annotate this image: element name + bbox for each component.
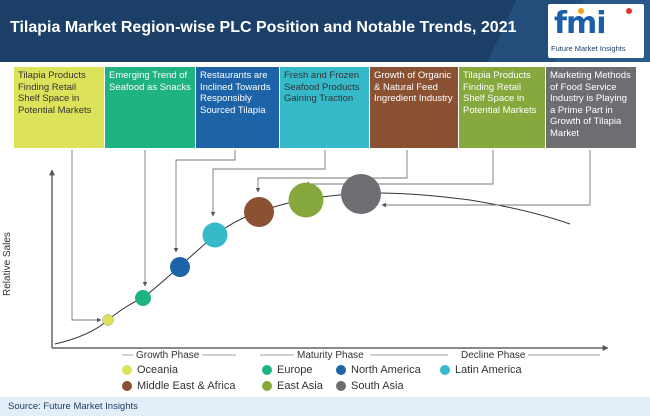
legend-swatch: [336, 381, 346, 391]
phase-growth: Growth Phase: [133, 350, 203, 361]
legend-swatch: [440, 365, 450, 375]
footer-bar: Source: Future Market Insights: [0, 397, 650, 416]
legend-swatch: [122, 381, 132, 391]
legend-item-north-america: North America: [336, 364, 421, 376]
legend-swatch: [122, 365, 132, 375]
trend-box-oceania: Tilapia Products Finding Retail Shelf Sp…: [14, 67, 104, 148]
logo-subtitle: Future Market Insights: [551, 44, 626, 53]
legend-swatch: [262, 365, 272, 375]
legend-item-middle-east-africa: Middle East & Africa: [122, 380, 235, 392]
trend-box-europe: Emerging Trend of Seafood as Snacks: [105, 67, 195, 148]
header-banner: [0, 0, 650, 62]
phase-decline: Decline Phase: [458, 350, 529, 361]
trend-box-middle-east-africa: Growth of Organic & Natural Feed Ingredi…: [370, 67, 458, 148]
region-east-asia: [288, 182, 324, 218]
region-europe: [135, 290, 151, 306]
source-note: Source: Future Market Insights: [8, 401, 138, 412]
region-latin-america: [202, 222, 228, 248]
trend-box-east-asia: Tilapia Products Finding Retail Shelf Sp…: [459, 67, 545, 148]
legend-item-latin-america: Latin America: [440, 364, 522, 376]
legend-item-europe: Europe: [262, 364, 312, 376]
legend-item-south-asia: South Asia: [336, 380, 404, 392]
region-middle-east-africa: [244, 197, 274, 227]
page-title: Tilapia Market Region-wise PLC Position …: [10, 19, 517, 36]
region-north-america: [170, 257, 190, 277]
region-oceania: [102, 314, 114, 326]
legend-swatch: [262, 381, 272, 391]
y-axis-label: Relative Sales: [2, 232, 13, 296]
legend-item-oceania: Oceania: [122, 364, 178, 376]
trend-box-south-asia: Marketing Methods of Food Service Indust…: [546, 67, 636, 148]
legend-item-east-asia: East Asia: [262, 380, 323, 392]
legend-swatch: [336, 365, 346, 375]
fmi-logo: fmi Future Market Insights: [548, 4, 644, 58]
trend-box-latin-america: Fresh and Frozen Seafood Products Gainin…: [280, 67, 369, 148]
phase-maturity: Maturity Phase: [294, 350, 367, 361]
region-south-asia: [341, 174, 381, 214]
trend-box-north-america: Restaurants are Inclined Towards Respons…: [196, 67, 279, 148]
